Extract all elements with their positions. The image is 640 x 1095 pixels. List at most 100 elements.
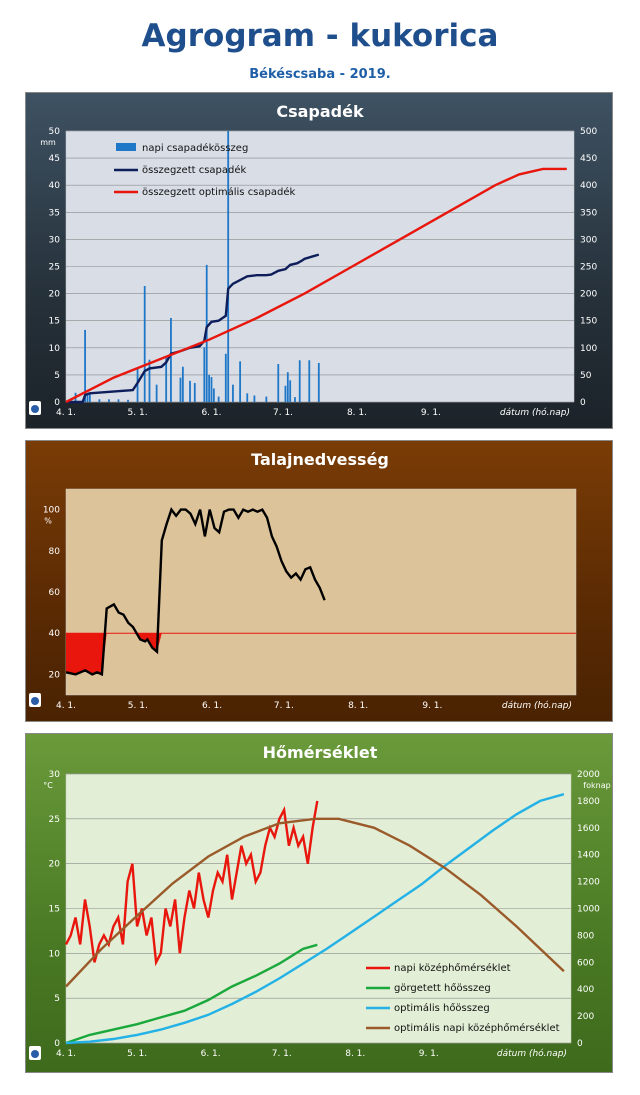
precip-bar [298,360,301,402]
omsz-logo-icon [29,401,41,415]
y2-tick-label: 400 [580,181,597,191]
precip-bar [224,353,227,402]
precip-bar [308,360,311,402]
x-tick-label: 9. 1. [422,701,442,711]
y2-tick-label: 300 [580,235,597,245]
temperature-chart: Hőmérséklet 0 5 10 15 20 25 30°C 0 200 400 600 800 10… [43,743,611,1059]
y2-tick-label: 200 [577,1012,594,1022]
y-tick-label: 35 [49,208,60,218]
precipitation-chart: Csapadék05101520253035404550mm0501001502… [40,102,597,418]
optimal-cumulative-precip-line [65,167,567,404]
y2-tick-label: 1800 [577,797,600,807]
precip-bar [170,317,172,402]
x-axis-label: dátum (hó.nap) [500,407,570,418]
y2-tick-label: 150 [580,317,597,327]
precip-bar [286,372,289,402]
y2-tick-label: 350 [580,208,597,218]
precip-bar [108,399,110,402]
omsz-logo-icon [29,693,41,707]
y2-tick-label: 1200 [577,878,600,888]
x-tick-label: 8. 1. [348,701,368,711]
page-subtitle: Békéscsaba - 2019. [249,67,391,82]
y-tick-label: 25 [49,263,60,273]
precip-bar [239,361,242,402]
precip-bar [181,366,184,402]
precip-bar [212,388,215,402]
y2-tick-label: 400 [577,985,594,995]
y2-tick-label: 450 [580,154,597,164]
x-tick-label: 4. 1. [56,701,76,711]
y-tick-label: 5 [54,371,60,381]
omsz-logo-icon [29,1046,41,1060]
page-title: Agrogram - kukorica [141,18,499,54]
chart-title: Csapadék [276,102,364,121]
y-tick-label: 30 [49,235,61,245]
precip-bar [193,383,196,402]
y-tick-label: 100 [43,506,60,516]
y-tick-label: 40 [49,629,61,639]
precip-bar [165,358,168,402]
precip-bar [208,374,210,402]
y-tick-label: 20 [49,290,61,300]
precip-bar [98,399,101,402]
legend-label: optimális napi középhőmérséklet [394,1022,560,1034]
rolling-heat-sum-line [65,943,318,1045]
y-tick-label: 20 [49,670,61,680]
precip-bar [189,380,191,402]
y2-tick-label: 800 [577,931,594,941]
x-tick-label: 7. 1. [272,1049,292,1059]
x-tick-label: 5. 1. [127,1049,147,1059]
x-axis-label: dátum (hó.nap) [502,700,572,711]
precip-bar [246,393,249,402]
legend-label: görgetett hőösszeg [394,982,491,994]
y-tick-label: 25 [49,815,60,825]
y2-tick-label: 100 [580,344,597,354]
y2-tick-label: 200 [580,290,597,300]
y-tick-label: 80 [49,547,61,557]
y2-tick-label: 0 [577,1039,583,1049]
y-tick-label: 45 [49,154,60,164]
precip-bar [317,362,320,402]
optimal-daily-mean-temp-line [65,817,565,988]
precip-bar [155,384,158,402]
y-tick-label: 30 [49,770,61,780]
y-tick-label: 50 [49,127,61,137]
y-axis-unit: °C [43,781,53,790]
precipitation-chart-panel: Csapadék 0 5 10 15 20 25 30 35 40 45 50 mm 0 50 100 150 2… [25,92,613,429]
precip-bar [232,384,234,402]
x-tick-label: 4. 1. [56,1049,76,1059]
cumulative-precip-line [66,253,320,404]
precip-bar [143,286,146,402]
legend-label: optimális hőösszeg [394,1002,490,1014]
soil-moisture-line [65,507,326,677]
temperature-chart-panel: Hőmérséklet 0 5 10 15 20 25 30 °C 0 200 400 600 800 10… [25,733,613,1073]
x-tick-label: 4. 1. [56,408,76,418]
precip-bar [253,395,256,402]
y2-tick-label: 1400 [577,851,600,861]
precip-bar [289,380,292,402]
x-tick-label: 7. 1. [274,701,294,711]
y2-tick-label: 600 [577,958,594,968]
y2-tick-label: 50 [580,371,592,381]
optimal-heat-sum-line [65,793,565,1045]
legend-label: összegzett csapadék [142,164,247,176]
y2-tick-label: 1600 [577,824,600,834]
precip-bar [148,359,151,402]
precip-bar [265,396,268,402]
deficit-area [66,633,325,675]
precip-bar [136,368,139,402]
y2-tick-label: 250 [580,263,597,273]
precip-bar [88,393,91,402]
y-tick-label: 15 [49,317,60,327]
y-tick-label: 5 [54,994,60,1004]
precip-bar [210,377,213,402]
y2-axis-unit: foknap [583,781,610,790]
precip-bar [127,399,129,402]
precip-bar [277,364,280,402]
legend-label: összegzett optimális csapadék [142,186,296,198]
y-tick-label: 60 [49,588,61,598]
soil-moisture-chart-panel: Talajnedvesség 20 40 60 80 100% 4. 1. 5. 1. 6. 1… [25,440,613,722]
x-tick-label: 5. 1. [128,408,148,418]
y2-tick-label: 1000 [577,905,600,915]
y-tick-label: 10 [49,949,61,959]
